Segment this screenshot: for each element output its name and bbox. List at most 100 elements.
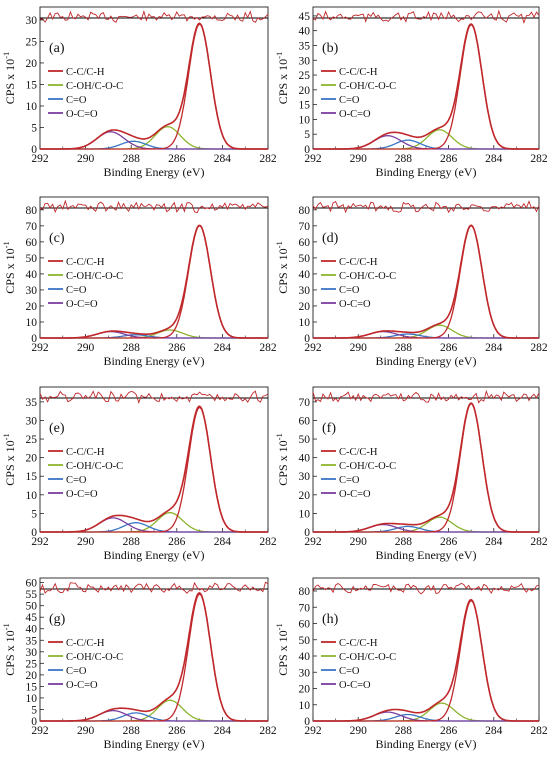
- y-axis-label-exponent: -1: [1, 623, 11, 630]
- y-tick-label: 20: [26, 58, 38, 70]
- peak-c-oh-c-o-c: [40, 125, 268, 150]
- x-tick-label: 282: [530, 342, 548, 354]
- x-tick-label: 282: [259, 153, 277, 165]
- y-tick-label: 70: [299, 221, 311, 233]
- panel-b: 292 290 288 286 284 282 0 5 10 15 20 25 30 35 40 45 Bind…: [274, 6, 548, 179]
- x-tick-label: 286: [440, 342, 458, 354]
- y-tick-label: 50: [26, 253, 38, 265]
- x-tick-label: 284: [214, 153, 232, 165]
- panel-label: (e): [49, 421, 65, 436]
- legend-label: C-C/C-H: [339, 638, 378, 649]
- y-axis-label: CPS x 10-1: [1, 433, 17, 485]
- y-axis-label: CPS x 10-1: [1, 623, 17, 675]
- y-tick-label: 30: [299, 667, 311, 679]
- x-axis-label: Binding Energy (eV): [375, 737, 476, 751]
- x-tick-label: 286: [168, 536, 186, 548]
- y-tick-label: 0: [31, 527, 37, 539]
- x-tick-label: 292: [304, 153, 322, 165]
- y-tick-label: 60: [26, 237, 38, 249]
- y-tick-label: 45: [26, 612, 38, 624]
- legend-label: C-OH/C-O-C: [339, 652, 396, 663]
- panel-f: 292 290 288 286 284 282 0 10 20 30 40 50 60 70 Binding…: [274, 386, 548, 562]
- x-tick-label: 286: [440, 536, 458, 548]
- legend-label: C-C/C-H: [66, 638, 105, 649]
- legend-label: C=O: [339, 285, 360, 296]
- legend-label: C=O: [66, 285, 87, 296]
- legend-label: C=O: [66, 95, 87, 106]
- residual-curve: [39, 9, 269, 24]
- y-tick-label: 25: [26, 36, 38, 48]
- y-tick-label: 20: [299, 684, 311, 696]
- x-tick-label: 288: [123, 536, 141, 548]
- panel-label: (f): [322, 421, 336, 436]
- x-tick-label: 282: [259, 342, 277, 354]
- y-tick-label: 0: [31, 144, 37, 156]
- x-tick-label: 288: [123, 342, 141, 354]
- x-tick-label: 282: [530, 725, 548, 737]
- y-tick-label: 5: [304, 129, 310, 141]
- y-tick-label: 25: [299, 70, 311, 82]
- plot-frame: [39, 386, 269, 533]
- x-tick-label: 288: [395, 536, 413, 548]
- y-tick-label: 30: [26, 15, 38, 27]
- x-tick-label: 288: [395, 725, 413, 737]
- envelope-curve: [313, 598, 539, 722]
- y-tick-label: 20: [299, 301, 311, 313]
- legend-label: C-C/C-H: [339, 447, 378, 458]
- y-tick-label: 0: [304, 716, 310, 728]
- y-axis-label: CPS x 10-1: [274, 241, 290, 293]
- x-tick-label: 288: [123, 725, 141, 737]
- x-tick-label: 286: [440, 725, 458, 737]
- y-tick-label: 0: [304, 527, 310, 539]
- x-tick-label: 292: [31, 153, 49, 165]
- plot-frame: [312, 386, 540, 533]
- panel-label: (b): [322, 41, 339, 56]
- y-tick-label: 15: [26, 79, 38, 91]
- x-tick-label: 288: [395, 342, 413, 354]
- y-tick-label: 80: [299, 586, 311, 598]
- legend-label: C-OH/C-O-C: [66, 271, 123, 282]
- y-axis-label-exponent: -1: [1, 241, 11, 248]
- y-tick-label: 70: [299, 602, 311, 614]
- residual-curve: [312, 200, 540, 214]
- y-tick-label: 25: [26, 434, 38, 446]
- plot-frame: [312, 6, 540, 150]
- y-tick-label: 50: [299, 434, 311, 446]
- y-tick-label: 40: [299, 26, 311, 38]
- y-tick-label: 30: [26, 415, 38, 427]
- x-axis-label: Binding Energy (eV): [103, 165, 204, 179]
- x-axis-label: Binding Energy (eV): [103, 737, 204, 751]
- envelope-curve: [40, 22, 268, 150]
- x-tick-label: 290: [350, 536, 368, 548]
- y-tick-label: 20: [26, 670, 38, 682]
- y-axis-label-exponent: -1: [1, 433, 11, 440]
- y-axis-label-exponent: -1: [274, 433, 284, 440]
- x-tick-label: 292: [31, 725, 49, 737]
- y-axis-label-exponent: -1: [274, 241, 284, 248]
- residual-curve: [39, 390, 269, 405]
- y-tick-label: 0: [31, 716, 37, 728]
- y-tick-label: 60: [299, 415, 311, 427]
- panel-label: (h): [322, 612, 339, 627]
- y-tick-label: 35: [26, 635, 38, 647]
- y-tick-label: 30: [26, 285, 38, 297]
- envelope-curve: [40, 592, 268, 722]
- y-axis-label: CPS x 10-1: [274, 433, 290, 485]
- x-axis-label: Binding Energy (eV): [375, 165, 476, 179]
- x-tick-label: 284: [214, 725, 232, 737]
- x-tick-label: 290: [350, 342, 368, 354]
- y-tick-label: 40: [299, 453, 311, 465]
- legend-label: C-C/C-H: [339, 257, 378, 268]
- panel-label: (d): [322, 231, 339, 246]
- legend-label: O-C=O: [66, 489, 98, 500]
- x-tick-label: 286: [168, 725, 186, 737]
- y-tick-label: 10: [26, 101, 38, 113]
- residual-curve: [312, 389, 540, 404]
- y-tick-label: 25: [26, 658, 38, 670]
- x-tick-label: 282: [259, 725, 277, 737]
- legend-label: C=O: [339, 666, 360, 677]
- panel-label: (g): [49, 612, 66, 627]
- x-tick-label: 290: [77, 153, 95, 165]
- y-tick-label: 55: [26, 589, 38, 601]
- y-tick-label: 45: [299, 11, 311, 23]
